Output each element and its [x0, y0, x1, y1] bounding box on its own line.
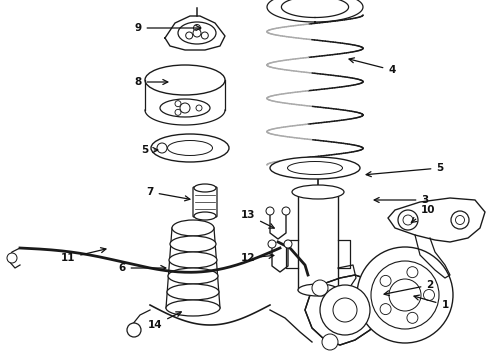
- Text: 2: 2: [384, 280, 434, 296]
- Circle shape: [201, 32, 208, 39]
- Circle shape: [357, 247, 453, 343]
- Circle shape: [322, 334, 338, 350]
- Circle shape: [284, 240, 292, 248]
- Text: 9: 9: [134, 23, 201, 33]
- Circle shape: [407, 267, 418, 278]
- Circle shape: [196, 105, 202, 111]
- Circle shape: [371, 261, 439, 329]
- Circle shape: [268, 240, 276, 248]
- Ellipse shape: [298, 284, 338, 296]
- Text: 8: 8: [134, 77, 168, 87]
- Text: 12: 12: [241, 253, 274, 263]
- Ellipse shape: [145, 65, 225, 95]
- Text: 3: 3: [374, 195, 429, 205]
- Text: 14: 14: [147, 312, 181, 330]
- Text: 5: 5: [142, 145, 158, 155]
- Circle shape: [407, 312, 418, 323]
- Text: 6: 6: [119, 263, 166, 273]
- Ellipse shape: [288, 162, 343, 175]
- Ellipse shape: [169, 252, 217, 268]
- Ellipse shape: [166, 300, 220, 316]
- Circle shape: [194, 24, 200, 31]
- Ellipse shape: [151, 134, 229, 162]
- FancyBboxPatch shape: [193, 187, 217, 217]
- Circle shape: [389, 279, 421, 311]
- Ellipse shape: [194, 184, 216, 192]
- Circle shape: [175, 101, 181, 107]
- Circle shape: [282, 207, 290, 215]
- Circle shape: [266, 207, 274, 215]
- Text: 7: 7: [147, 187, 190, 201]
- Polygon shape: [305, 275, 378, 345]
- Ellipse shape: [292, 185, 344, 199]
- Circle shape: [157, 143, 167, 153]
- Circle shape: [403, 215, 413, 225]
- Ellipse shape: [172, 220, 214, 236]
- Text: 13: 13: [241, 210, 274, 228]
- Circle shape: [7, 253, 17, 263]
- Circle shape: [380, 303, 391, 315]
- Ellipse shape: [270, 157, 360, 179]
- Text: 5: 5: [366, 163, 443, 177]
- Ellipse shape: [168, 140, 213, 156]
- Circle shape: [180, 103, 190, 113]
- Text: 11: 11: [61, 248, 106, 263]
- Circle shape: [398, 210, 418, 230]
- Text: 10: 10: [411, 205, 435, 222]
- Circle shape: [320, 285, 370, 335]
- Circle shape: [423, 289, 435, 301]
- Circle shape: [312, 280, 328, 296]
- Circle shape: [333, 298, 357, 322]
- Ellipse shape: [170, 236, 216, 252]
- Text: 4: 4: [349, 58, 396, 75]
- Ellipse shape: [167, 284, 219, 300]
- Circle shape: [380, 275, 391, 287]
- Ellipse shape: [178, 22, 216, 44]
- Polygon shape: [388, 198, 485, 242]
- Circle shape: [175, 109, 181, 115]
- Circle shape: [127, 323, 141, 337]
- Circle shape: [456, 216, 465, 225]
- Circle shape: [451, 211, 469, 229]
- Circle shape: [186, 32, 193, 39]
- Text: 1: 1: [414, 295, 449, 310]
- Ellipse shape: [194, 212, 216, 220]
- Circle shape: [193, 29, 201, 37]
- Ellipse shape: [160, 99, 210, 117]
- Ellipse shape: [168, 268, 218, 284]
